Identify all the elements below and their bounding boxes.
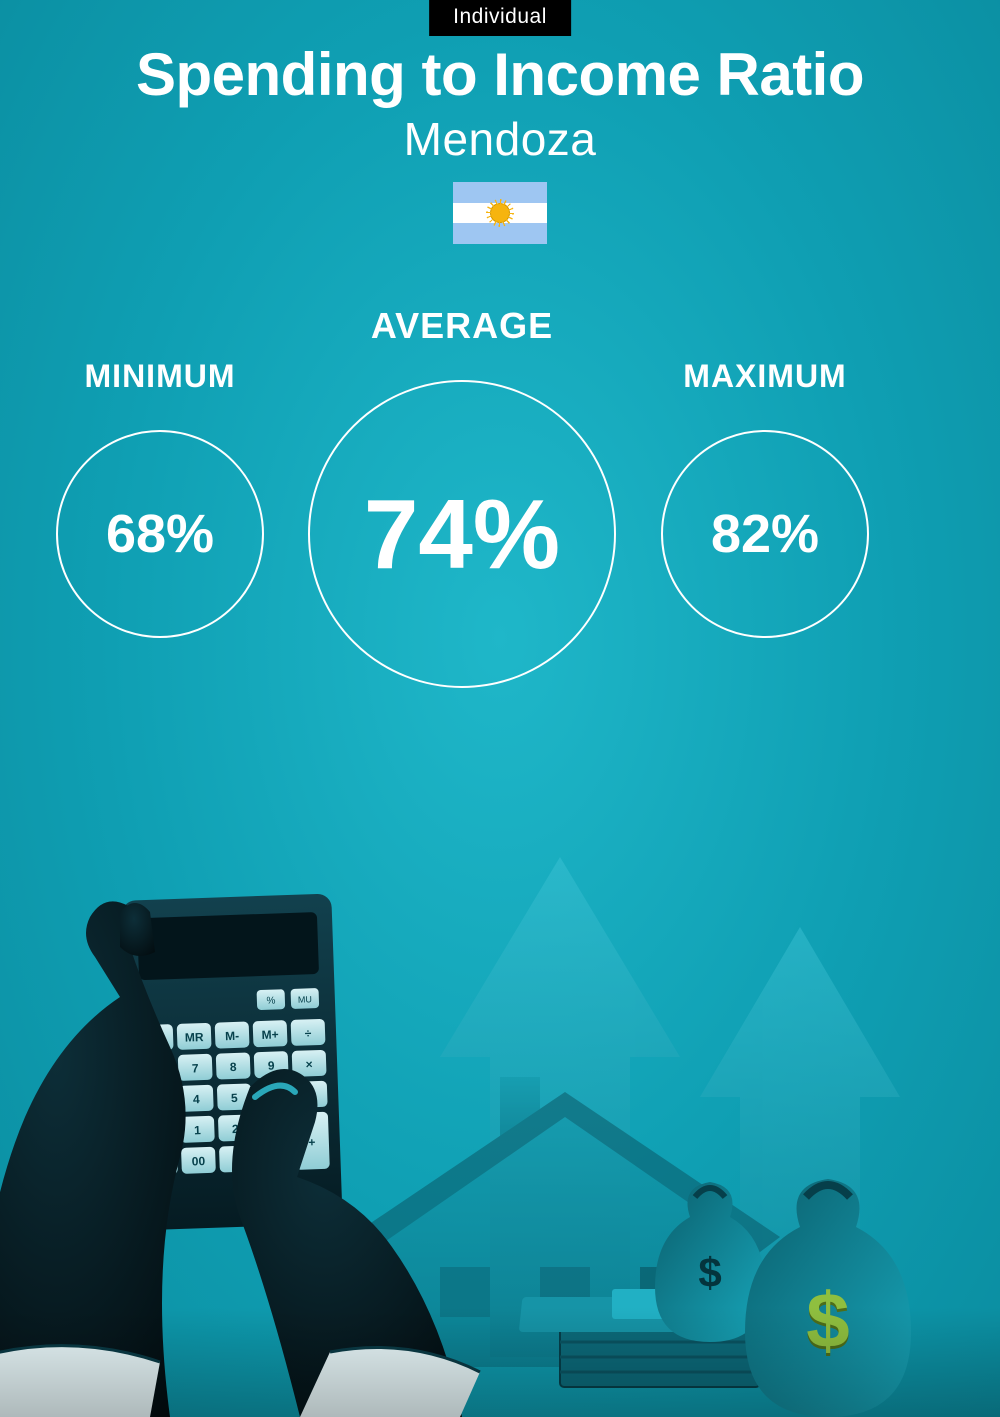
svg-text:8: 8	[230, 1060, 237, 1074]
minimum-label: MINIMUM	[0, 358, 320, 395]
bottom-illustration: $ $ % MU MC MR M- M+ ÷	[0, 797, 1000, 1417]
svg-text:1: 1	[194, 1123, 201, 1137]
svg-text:4: 4	[193, 1092, 200, 1106]
svg-text:$: $	[698, 1249, 721, 1296]
page-title: Spending to Income Ratio	[0, 40, 1000, 109]
svg-text:M+: M+	[261, 1027, 278, 1042]
location-subtitle: Mendoza	[0, 112, 1000, 166]
svg-text:MU: MU	[298, 994, 312, 1004]
argentina-flag-icon	[453, 182, 547, 244]
svg-text:MR: MR	[185, 1030, 204, 1045]
minimum-value: 68%	[106, 503, 214, 565]
maximum-value: 82%	[711, 503, 819, 565]
svg-text:×: ×	[305, 1057, 312, 1071]
flag-sun-icon	[491, 204, 509, 222]
svg-text:5: 5	[231, 1091, 238, 1105]
svg-text:9: 9	[268, 1059, 275, 1073]
average-value: 74%	[364, 478, 560, 591]
average-circle: 74%	[308, 380, 616, 688]
maximum-label: MAXIMUM	[605, 358, 925, 395]
minimum-circle: 68%	[56, 430, 264, 638]
category-badge: Individual	[429, 0, 571, 36]
ground-shadow	[0, 1307, 1000, 1417]
svg-text:M-: M-	[225, 1029, 239, 1043]
svg-text:÷: ÷	[305, 1026, 312, 1040]
svg-text:00: 00	[192, 1154, 206, 1168]
svg-text:7: 7	[192, 1061, 199, 1075]
maximum-circle: 82%	[661, 430, 869, 638]
svg-text:%: %	[266, 996, 275, 1007]
average-label: AVERAGE	[300, 305, 624, 347]
stats-row: MINIMUM 68% AVERAGE 74% MAXIMUM 82%	[0, 300, 1000, 700]
